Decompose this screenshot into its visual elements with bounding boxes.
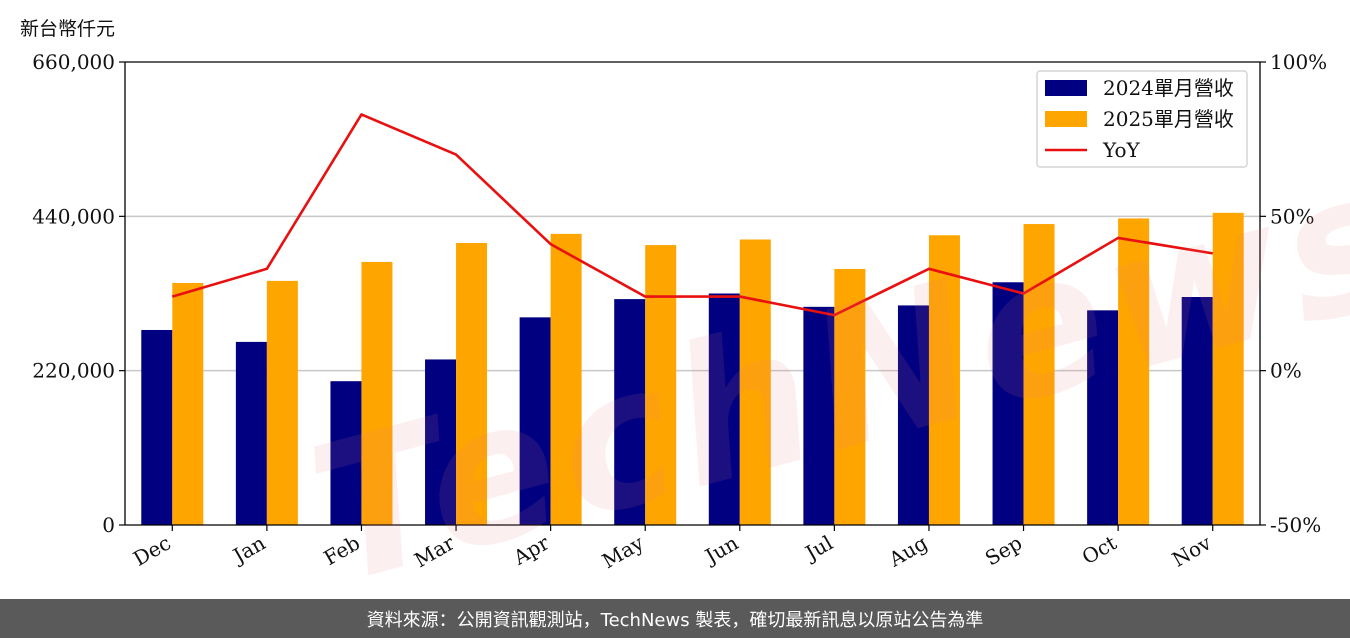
x-tick-label: Feb <box>320 531 364 570</box>
left-tick-label: 440,000 <box>32 204 115 228</box>
bar-2025 <box>928 235 960 526</box>
right-tick-label: 100% <box>1270 50 1327 74</box>
left-tick-label: 660,000 <box>32 50 115 74</box>
bar-2025 <box>361 261 393 525</box>
bar-2024 <box>1087 310 1119 525</box>
legend-label: YoY <box>1102 138 1141 162</box>
x-tick-label: Nov <box>1168 530 1216 572</box>
x-tick-label: Oct <box>1078 531 1121 570</box>
x-tick-label: Jan <box>227 530 269 568</box>
x-tick-label: Apr <box>508 530 553 570</box>
x-tick-label: Jun <box>699 530 742 569</box>
x-tick-label: Jul <box>800 531 837 566</box>
bar-2024 <box>614 299 646 525</box>
bar-2024 <box>519 317 551 525</box>
bar-2025 <box>172 282 204 525</box>
bar-2025 <box>266 280 298 525</box>
legend-label: 2025單月營收 <box>1103 107 1234 131</box>
left-tick-label: 0 <box>102 513 115 537</box>
legend-swatch-2024 <box>1045 80 1087 96</box>
bar-2024 <box>1181 297 1213 525</box>
legend-label: 2024單月營收 <box>1103 76 1234 100</box>
bar-2025 <box>645 245 677 525</box>
bar-2025 <box>739 239 771 525</box>
right-tick-label: -50% <box>1270 513 1321 537</box>
legend-swatch-2025 <box>1045 111 1087 127</box>
yoy-line <box>171 113 1213 317</box>
x-tick-label: Dec <box>129 531 175 571</box>
bar-2024 <box>235 341 267 525</box>
right-tick-label: 50% <box>1270 204 1314 228</box>
bar-2025 <box>1212 212 1244 526</box>
bar-2025 <box>1118 218 1150 526</box>
left-tick-label: 220,000 <box>32 359 115 383</box>
bar-2024 <box>141 329 173 525</box>
bar-2024 <box>708 293 740 525</box>
x-tick-label: Mar <box>410 530 459 572</box>
legend-box <box>1036 70 1248 168</box>
bar-2024 <box>803 306 835 525</box>
unit-label: 新台幣仟元 <box>20 18 116 40</box>
x-tick-label: Aug <box>884 530 932 571</box>
bar-2024 <box>330 381 362 525</box>
bar-2024 <box>897 305 929 525</box>
source-footer: 資料來源：公開資訊觀測站，TechNews 製表，確切最新訊息以原站公告為準 <box>0 599 1350 638</box>
bar-2024 <box>992 282 1024 525</box>
x-tick-label: May <box>598 530 648 573</box>
bar-2024 <box>425 359 457 525</box>
bar-2025 <box>550 233 582 525</box>
right-tick-label: 0% <box>1270 359 1302 383</box>
footer-text: 資料來源：公開資訊觀測站，TechNews 製表，確切最新訊息以原站公告為準 <box>366 609 984 631</box>
x-tick-label: Sep <box>981 531 1026 571</box>
revenue-chart: 0 220,000 440,000 660,000 -50% 0% 50% 100% Dec Ja… <box>32 50 1327 573</box>
bar-2025 <box>456 242 488 525</box>
bar-2025 <box>1023 224 1055 526</box>
